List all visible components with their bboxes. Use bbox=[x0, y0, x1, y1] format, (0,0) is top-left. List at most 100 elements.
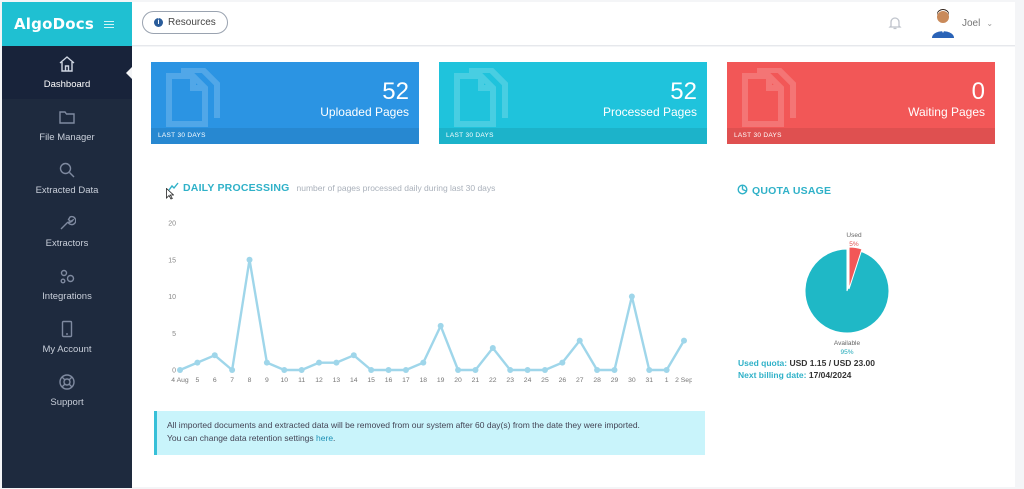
phone-icon bbox=[58, 320, 76, 338]
data-point[interactable] bbox=[211, 352, 218, 359]
data-point[interactable] bbox=[663, 367, 670, 373]
y-tick-label: 15 bbox=[168, 257, 176, 264]
x-tick-label: 11 bbox=[298, 377, 305, 384]
x-tick-label: 21 bbox=[472, 377, 480, 384]
data-point[interactable] bbox=[455, 367, 462, 373]
billing-date-value: 17/04/2024 bbox=[808, 370, 852, 380]
data-point[interactable] bbox=[385, 367, 392, 373]
data-point[interactable] bbox=[402, 367, 409, 373]
x-tick-label: 1 bbox=[665, 377, 669, 384]
search-icon bbox=[58, 161, 76, 179]
data-point[interactable] bbox=[420, 359, 427, 366]
x-tick-label: 17 bbox=[402, 377, 410, 384]
x-tick-label: 25 bbox=[541, 377, 549, 384]
data-point[interactable] bbox=[437, 322, 444, 329]
sidebar-item-my-account[interactable]: My Account bbox=[2, 311, 132, 364]
data-point[interactable] bbox=[194, 359, 201, 366]
data-point[interactable] bbox=[576, 337, 583, 344]
pie-used-pct: 5% bbox=[849, 241, 859, 248]
pie-slice-available[interactable] bbox=[804, 248, 890, 334]
stat-label: Uploaded Pages bbox=[320, 105, 409, 119]
bell-icon[interactable] bbox=[888, 16, 902, 30]
gears-icon bbox=[58, 267, 76, 285]
chevron-down-icon: ⌄ bbox=[986, 18, 994, 28]
data-point[interactable] bbox=[611, 367, 618, 373]
used-quota-key: Used quota: bbox=[738, 358, 788, 368]
sidebar-item-label: File Manager bbox=[39, 132, 95, 143]
x-tick-label: 7 bbox=[230, 377, 234, 384]
data-point[interactable] bbox=[559, 359, 566, 366]
sidebar-item-extracted-data[interactable]: Extracted Data bbox=[2, 152, 132, 205]
data-point[interactable] bbox=[368, 367, 375, 373]
notice-line-1: All imported documents and extracted dat… bbox=[167, 420, 640, 430]
stat-card-waiting: 0 Waiting Pages LAST 30 DAYS bbox=[727, 62, 995, 144]
retention-settings-link[interactable]: here bbox=[316, 433, 334, 443]
sidebar-item-support[interactable]: Support bbox=[2, 364, 132, 417]
stat-footer: LAST 30 DAYS bbox=[151, 128, 419, 144]
sidebar-item-file-manager[interactable]: File Manager bbox=[2, 99, 132, 152]
data-point[interactable] bbox=[333, 359, 340, 366]
pie-available-label: Available bbox=[834, 340, 861, 347]
data-point[interactable] bbox=[489, 344, 496, 351]
documents-icon bbox=[447, 67, 517, 138]
x-tick-label: 20 bbox=[454, 377, 462, 384]
data-point[interactable] bbox=[298, 367, 305, 373]
stat-footer: LAST 30 DAYS bbox=[439, 128, 707, 144]
user-menu[interactable]: Joel ⌄ bbox=[930, 8, 993, 38]
pie-slice-used[interactable] bbox=[848, 246, 863, 290]
x-tick-label: 9 bbox=[265, 377, 269, 384]
hamburger-menu-icon[interactable] bbox=[103, 20, 114, 28]
pie-available-pct: 95% bbox=[840, 349, 853, 356]
brand-logo[interactable]: AlgoDocs bbox=[14, 15, 94, 33]
used-quota-value: USD 1.15 / USD 23.00 bbox=[789, 358, 876, 368]
data-point[interactable] bbox=[177, 367, 183, 373]
data-point[interactable] bbox=[229, 367, 236, 373]
dashboard-main: 52 Uploaded Pages LAST 30 DAYS 52 Proces… bbox=[132, 47, 1015, 487]
quota-usage-title: QUOTA USAGE bbox=[737, 184, 831, 198]
x-tick-label: 31 bbox=[645, 377, 653, 384]
x-tick-label: 14 bbox=[350, 377, 358, 384]
x-tick-label: 4 Aug bbox=[171, 377, 189, 384]
x-tick-label: 18 bbox=[420, 377, 428, 384]
sidebar-item-dashboard[interactable]: Dashboard bbox=[2, 46, 133, 99]
data-point[interactable] bbox=[472, 367, 479, 373]
x-tick-label: 22 bbox=[489, 377, 497, 384]
y-tick-label: 5 bbox=[172, 331, 176, 338]
stat-label: Processed Pages bbox=[602, 105, 697, 119]
stat-card-uploaded: 52 Uploaded Pages LAST 30 DAYS bbox=[151, 62, 419, 144]
line-chart-svg: 0 5 10 15 20 4 Aug 5 6 7 8 9 10 11 12 13 14 15 16 17 18 19 20… bbox=[168, 221, 693, 385]
quota-pie-chart: Used 5% Available 95% bbox=[792, 223, 902, 363]
data-point[interactable] bbox=[594, 367, 601, 373]
x-tick-label: 16 bbox=[385, 377, 393, 384]
info-icon: i bbox=[154, 18, 163, 27]
data-point[interactable] bbox=[350, 352, 357, 359]
sidebar-item-label: Extracted Data bbox=[35, 185, 99, 196]
data-point[interactable] bbox=[524, 367, 531, 373]
sidebar-item-label: Dashboard bbox=[43, 79, 91, 90]
x-tick-label: 27 bbox=[576, 377, 584, 384]
series-line bbox=[179, 258, 686, 372]
data-point[interactable] bbox=[681, 337, 687, 344]
sidebar-item-label: My Account bbox=[42, 344, 92, 355]
data-point[interactable] bbox=[541, 367, 548, 373]
resources-label: Resources bbox=[168, 17, 216, 28]
stat-value: 52 bbox=[670, 78, 697, 105]
pie-chart-svg: Used 5% Available 95% bbox=[804, 232, 890, 356]
sidebar-item-integrations[interactable]: Integrations bbox=[2, 258, 132, 311]
x-tick-label: 13 bbox=[333, 377, 341, 384]
used-quota-line: Used quota: USD 1.15 / USD 23.00 bbox=[738, 358, 875, 368]
data-point[interactable] bbox=[246, 256, 253, 263]
sidebar-item-extractors[interactable]: Extractors bbox=[2, 205, 132, 258]
data-point[interactable] bbox=[628, 293, 635, 300]
notice-line-2-prefix: You can change data retention settings bbox=[167, 433, 317, 443]
quota-title-text: QUOTA USAGE bbox=[752, 185, 832, 197]
data-point[interactable] bbox=[281, 367, 288, 373]
data-point[interactable] bbox=[646, 367, 653, 373]
sidebar-item-label: Support bbox=[50, 397, 84, 408]
resources-button[interactable]: i Resources bbox=[142, 11, 228, 34]
data-point[interactable] bbox=[263, 359, 270, 366]
data-point[interactable] bbox=[507, 367, 514, 373]
stat-footer: LAST 30 DAYS bbox=[727, 128, 995, 144]
sidebar-item-label: Extractors bbox=[45, 238, 89, 249]
data-point[interactable] bbox=[316, 359, 323, 366]
